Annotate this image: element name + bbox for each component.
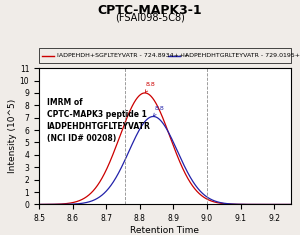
Text: IMRM of
CPTC-MAPK3 peptide 1
IADPEHDHTGFLTEYVATR
(NCI ID# 00208): IMRM of CPTC-MAPK3 peptide 1 IADPEHDHTGF… bbox=[46, 98, 150, 143]
Text: IADPEHDHTGRLTEYVATR - 729.0195+++ (heavy): IADPEHDHTGRLTEYVATR - 729.0195+++ (heavy… bbox=[183, 53, 300, 58]
X-axis label: Retention Time: Retention Time bbox=[130, 226, 200, 235]
Text: IADPEHDH+SGFLTEYVATR - 724.8934+++: IADPEHDH+SGFLTEYVATR - 724.8934+++ bbox=[57, 53, 189, 58]
Y-axis label: Intensity (10^5): Intensity (10^5) bbox=[8, 99, 17, 173]
Text: CPTC-MAPK3-1: CPTC-MAPK3-1 bbox=[98, 4, 202, 16]
Text: 8.8: 8.8 bbox=[145, 82, 156, 92]
Text: (FSAI098-5C8): (FSAI098-5C8) bbox=[115, 13, 185, 23]
Text: 8.8: 8.8 bbox=[154, 106, 164, 116]
